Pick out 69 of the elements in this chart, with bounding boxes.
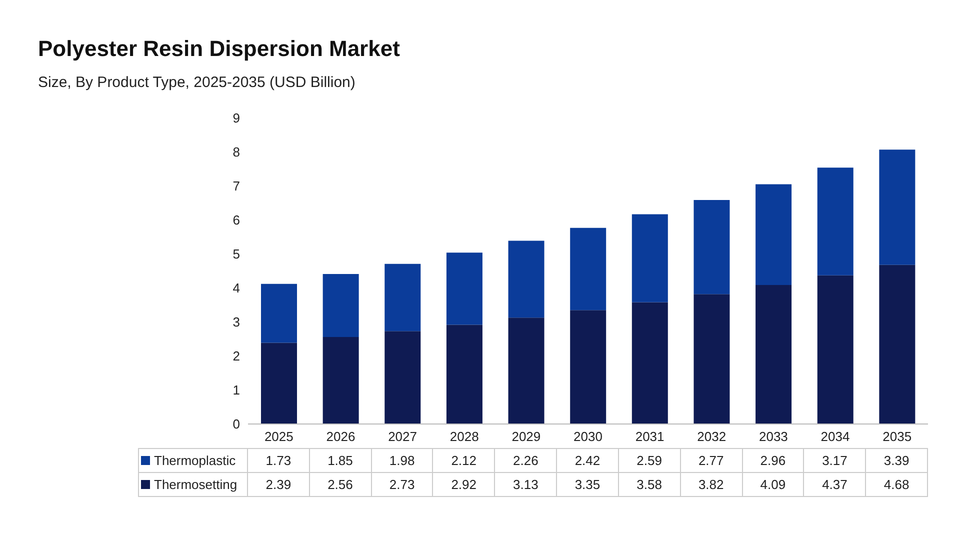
bar — [322, 336, 359, 424]
y-tick-label: 3 — [232, 314, 240, 330]
chart-title: Polyester Resin Dispersion Market — [38, 36, 400, 62]
bar — [446, 324, 482, 424]
bar — [817, 168, 854, 276]
data-label: 2.12 — [432, 448, 495, 472]
data-label: 2.39 — [248, 472, 310, 496]
x-tick-label: 2033 — [758, 429, 788, 444]
bar — [570, 310, 606, 424]
x-tick-label: 2026 — [326, 429, 356, 444]
y-tick-label: 1 — [232, 382, 240, 398]
data-label: 2.56 — [309, 472, 372, 496]
bar — [632, 214, 668, 302]
data-label: 2.77 — [680, 448, 742, 472]
data-label: 1.85 — [309, 448, 372, 472]
data-label: 2.96 — [742, 448, 804, 472]
x-tick-label: 2028 — [450, 429, 479, 444]
x-tick-label: 2027 — [388, 429, 418, 444]
data-label: 1.73 — [248, 448, 310, 472]
data-label: 3.58 — [618, 472, 680, 496]
chart-subtitle: Size, By Product Type, 2025-2035 (USD Billion) — [38, 74, 356, 91]
bar — [384, 264, 421, 332]
y-tick-label: 2 — [232, 348, 240, 364]
x-tick-label: 2034 — [820, 429, 850, 444]
data-label: 2.73 — [371, 472, 433, 496]
data-label: 2.26 — [494, 448, 557, 472]
data-label: 2.59 — [618, 448, 680, 472]
bar — [322, 274, 359, 337]
bar — [570, 228, 606, 310]
data-label: 3.35 — [556, 472, 618, 496]
bar — [446, 252, 482, 325]
y-tick-label: 5 — [232, 246, 240, 262]
legend-label: Thermoplastic — [138, 448, 248, 472]
y-tick-label: 7 — [232, 178, 240, 194]
x-tick-label: 2029 — [512, 429, 541, 444]
bar — [879, 150, 916, 265]
bar — [756, 284, 792, 424]
bar — [261, 284, 297, 343]
bar — [817, 275, 854, 424]
bar — [756, 184, 792, 285]
data-label: 3.13 — [494, 472, 557, 496]
y-tick-label: 6 — [232, 212, 240, 228]
x-tick-label: 2032 — [697, 429, 726, 444]
bar — [694, 294, 730, 424]
data-label: 4.37 — [804, 472, 866, 496]
y-tick-label: 0 — [232, 416, 240, 432]
data-label: 4.09 — [742, 472, 804, 496]
x-tick-label: 2035 — [882, 429, 912, 444]
bar — [261, 342, 297, 424]
bar — [384, 331, 421, 424]
y-tick-label: 8 — [232, 144, 240, 160]
bar — [632, 302, 668, 424]
bar — [694, 200, 730, 294]
data-label: 4.68 — [866, 472, 928, 496]
data-label: 2.42 — [556, 448, 618, 472]
data-label: 1.98 — [371, 448, 433, 472]
data-label: 3.17 — [804, 448, 866, 472]
legend-label: Thermosetting — [138, 472, 248, 496]
y-tick-label: 9 — [232, 110, 240, 126]
x-tick-label: 2031 — [635, 429, 664, 444]
bar — [508, 240, 544, 318]
x-tick-label: 2030 — [574, 429, 602, 444]
bar — [508, 318, 544, 424]
x-tick-label: 2025 — [264, 429, 294, 444]
bar — [879, 264, 916, 424]
data-label: 2.92 — [432, 472, 495, 496]
data-label: 3.82 — [680, 472, 742, 496]
data-label: 3.39 — [866, 448, 928, 472]
y-tick-label: 4 — [232, 280, 240, 296]
